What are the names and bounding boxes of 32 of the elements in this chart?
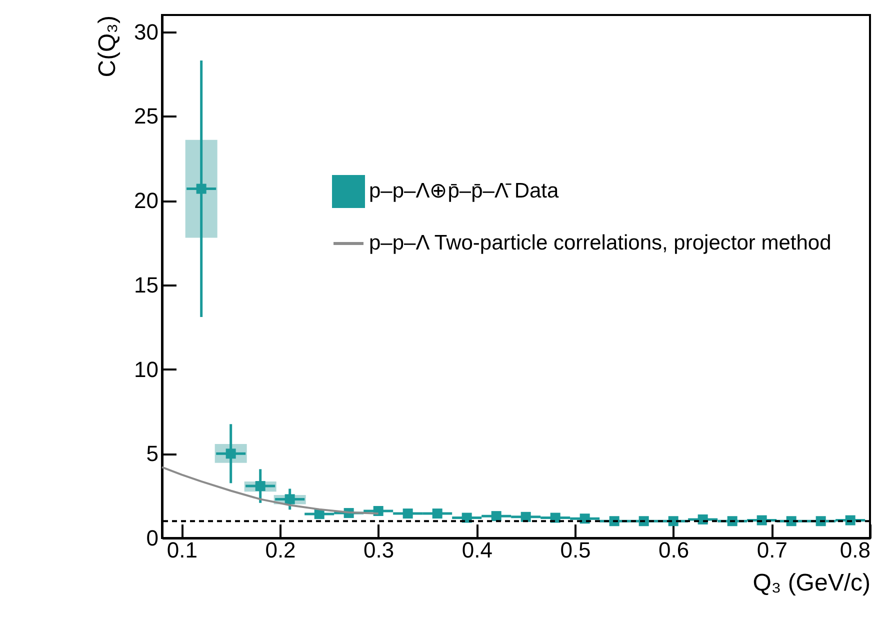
x-tick-label: 0.1 (166, 538, 198, 562)
y-tick-label: 5 (146, 441, 158, 466)
y-tick-label: 30 (134, 19, 158, 44)
x-tick-label: 0.5 (560, 538, 591, 562)
x-tick-label: 0.8 (840, 538, 870, 562)
y-tick-label: 0 (146, 526, 158, 550)
point (816, 516, 826, 526)
legend-label: p–p–Λ Two-particle correlations, projector method (369, 232, 832, 254)
x-tick-label: 0.3 (364, 538, 394, 562)
point (373, 506, 384, 516)
y-axis-title: C(Q₃) (94, 16, 122, 78)
point (845, 515, 856, 526)
point (491, 511, 502, 522)
y-tick-label: 15 (134, 272, 158, 298)
point (255, 481, 266, 492)
point (284, 494, 295, 504)
x-tick-label: 0.6 (658, 538, 690, 562)
y-tick-label: 10 (134, 356, 158, 382)
x-axis-title: Q₃ (GeV/c) (752, 570, 870, 596)
x-tick-label: 0.7 (756, 538, 788, 562)
x-tick-label: 0.4 (462, 538, 492, 562)
y-tick-label: 20 (134, 188, 158, 214)
point (432, 508, 442, 519)
y-tick-label: 25 (134, 104, 158, 129)
legend-label: p–p–Λ⊕p̄–p̄–Λ̄ Data (369, 180, 559, 202)
point (196, 184, 206, 194)
point (520, 512, 531, 522)
point (638, 516, 649, 526)
x-tick-label: 0.2 (265, 538, 296, 562)
point (609, 516, 620, 526)
point (727, 516, 738, 526)
point (402, 508, 413, 519)
